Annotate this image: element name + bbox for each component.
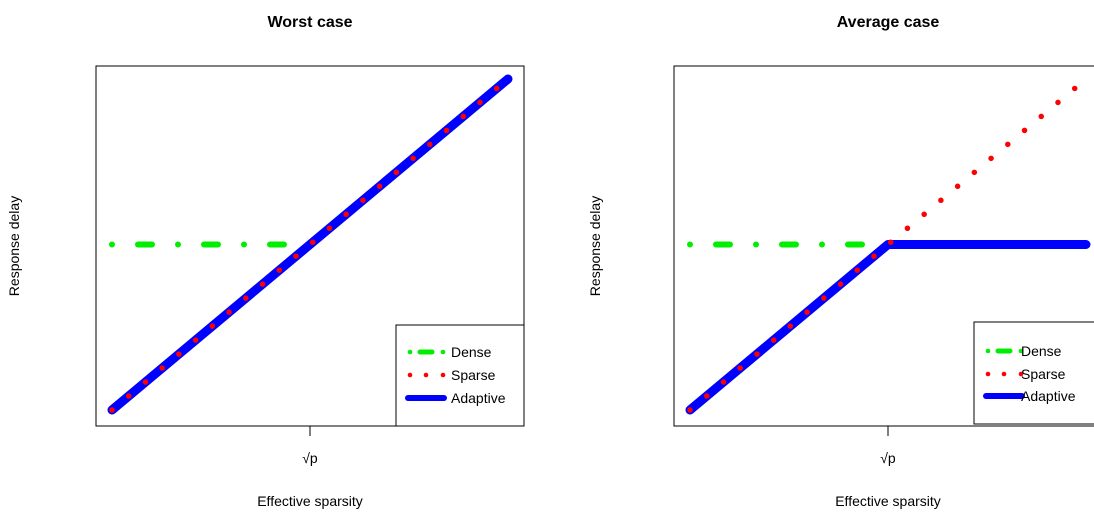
legend-label-adaptive: Adaptive [1021,388,1076,404]
sparse-series-line [687,76,1089,413]
dense-series-line [109,76,511,248]
plot-marks [107,74,513,415]
legend-box [395,324,525,427]
chart-title: Worst case [267,14,352,31]
chart-title: Average case [837,14,940,31]
legend-label-sparse: Sparse [451,367,496,383]
legend-sparse-dot-1 [985,371,991,377]
legend-sparse-dot-3 [1018,371,1024,377]
x-tick-label: √p [302,450,318,466]
x-tick-label: √p [880,450,896,466]
y-axis-label: Response delay [587,196,603,296]
legend-dense-dot-1 [407,349,413,355]
legend-sparse-dot-2 [1001,371,1007,377]
legend-box [973,321,1094,425]
legend-dense-dot-1 [985,348,991,354]
legend-label-dense: Dense [1021,343,1062,359]
legend-dense-dot-2 [1018,348,1024,354]
worst-case-panel: Worst case √p Effective sparsity Respons… [6,14,525,509]
average-case-panel: Average case √p Effective sparsity Respo… [587,14,1094,509]
legend-sparse-dot-1 [407,372,413,378]
plot-marks [685,76,1091,415]
legend-label-dense: Dense [451,344,492,360]
legend-dense-dot-2 [440,349,446,355]
legend-sparse-dot-3 [440,372,446,378]
y-axis-label: Response delay [6,196,22,296]
legend-sparse-dot-2 [423,372,429,378]
legend: Dense Sparse Adaptive [973,321,1094,425]
legend-label-adaptive: Adaptive [451,390,506,406]
sparse-series-line [109,76,511,413]
legend: Dense Sparse Adaptive [395,324,525,427]
x-axis-label: Effective sparsity [257,493,363,509]
x-axis-label: Effective sparsity [835,493,941,509]
legend-label-sparse: Sparse [1021,366,1066,382]
